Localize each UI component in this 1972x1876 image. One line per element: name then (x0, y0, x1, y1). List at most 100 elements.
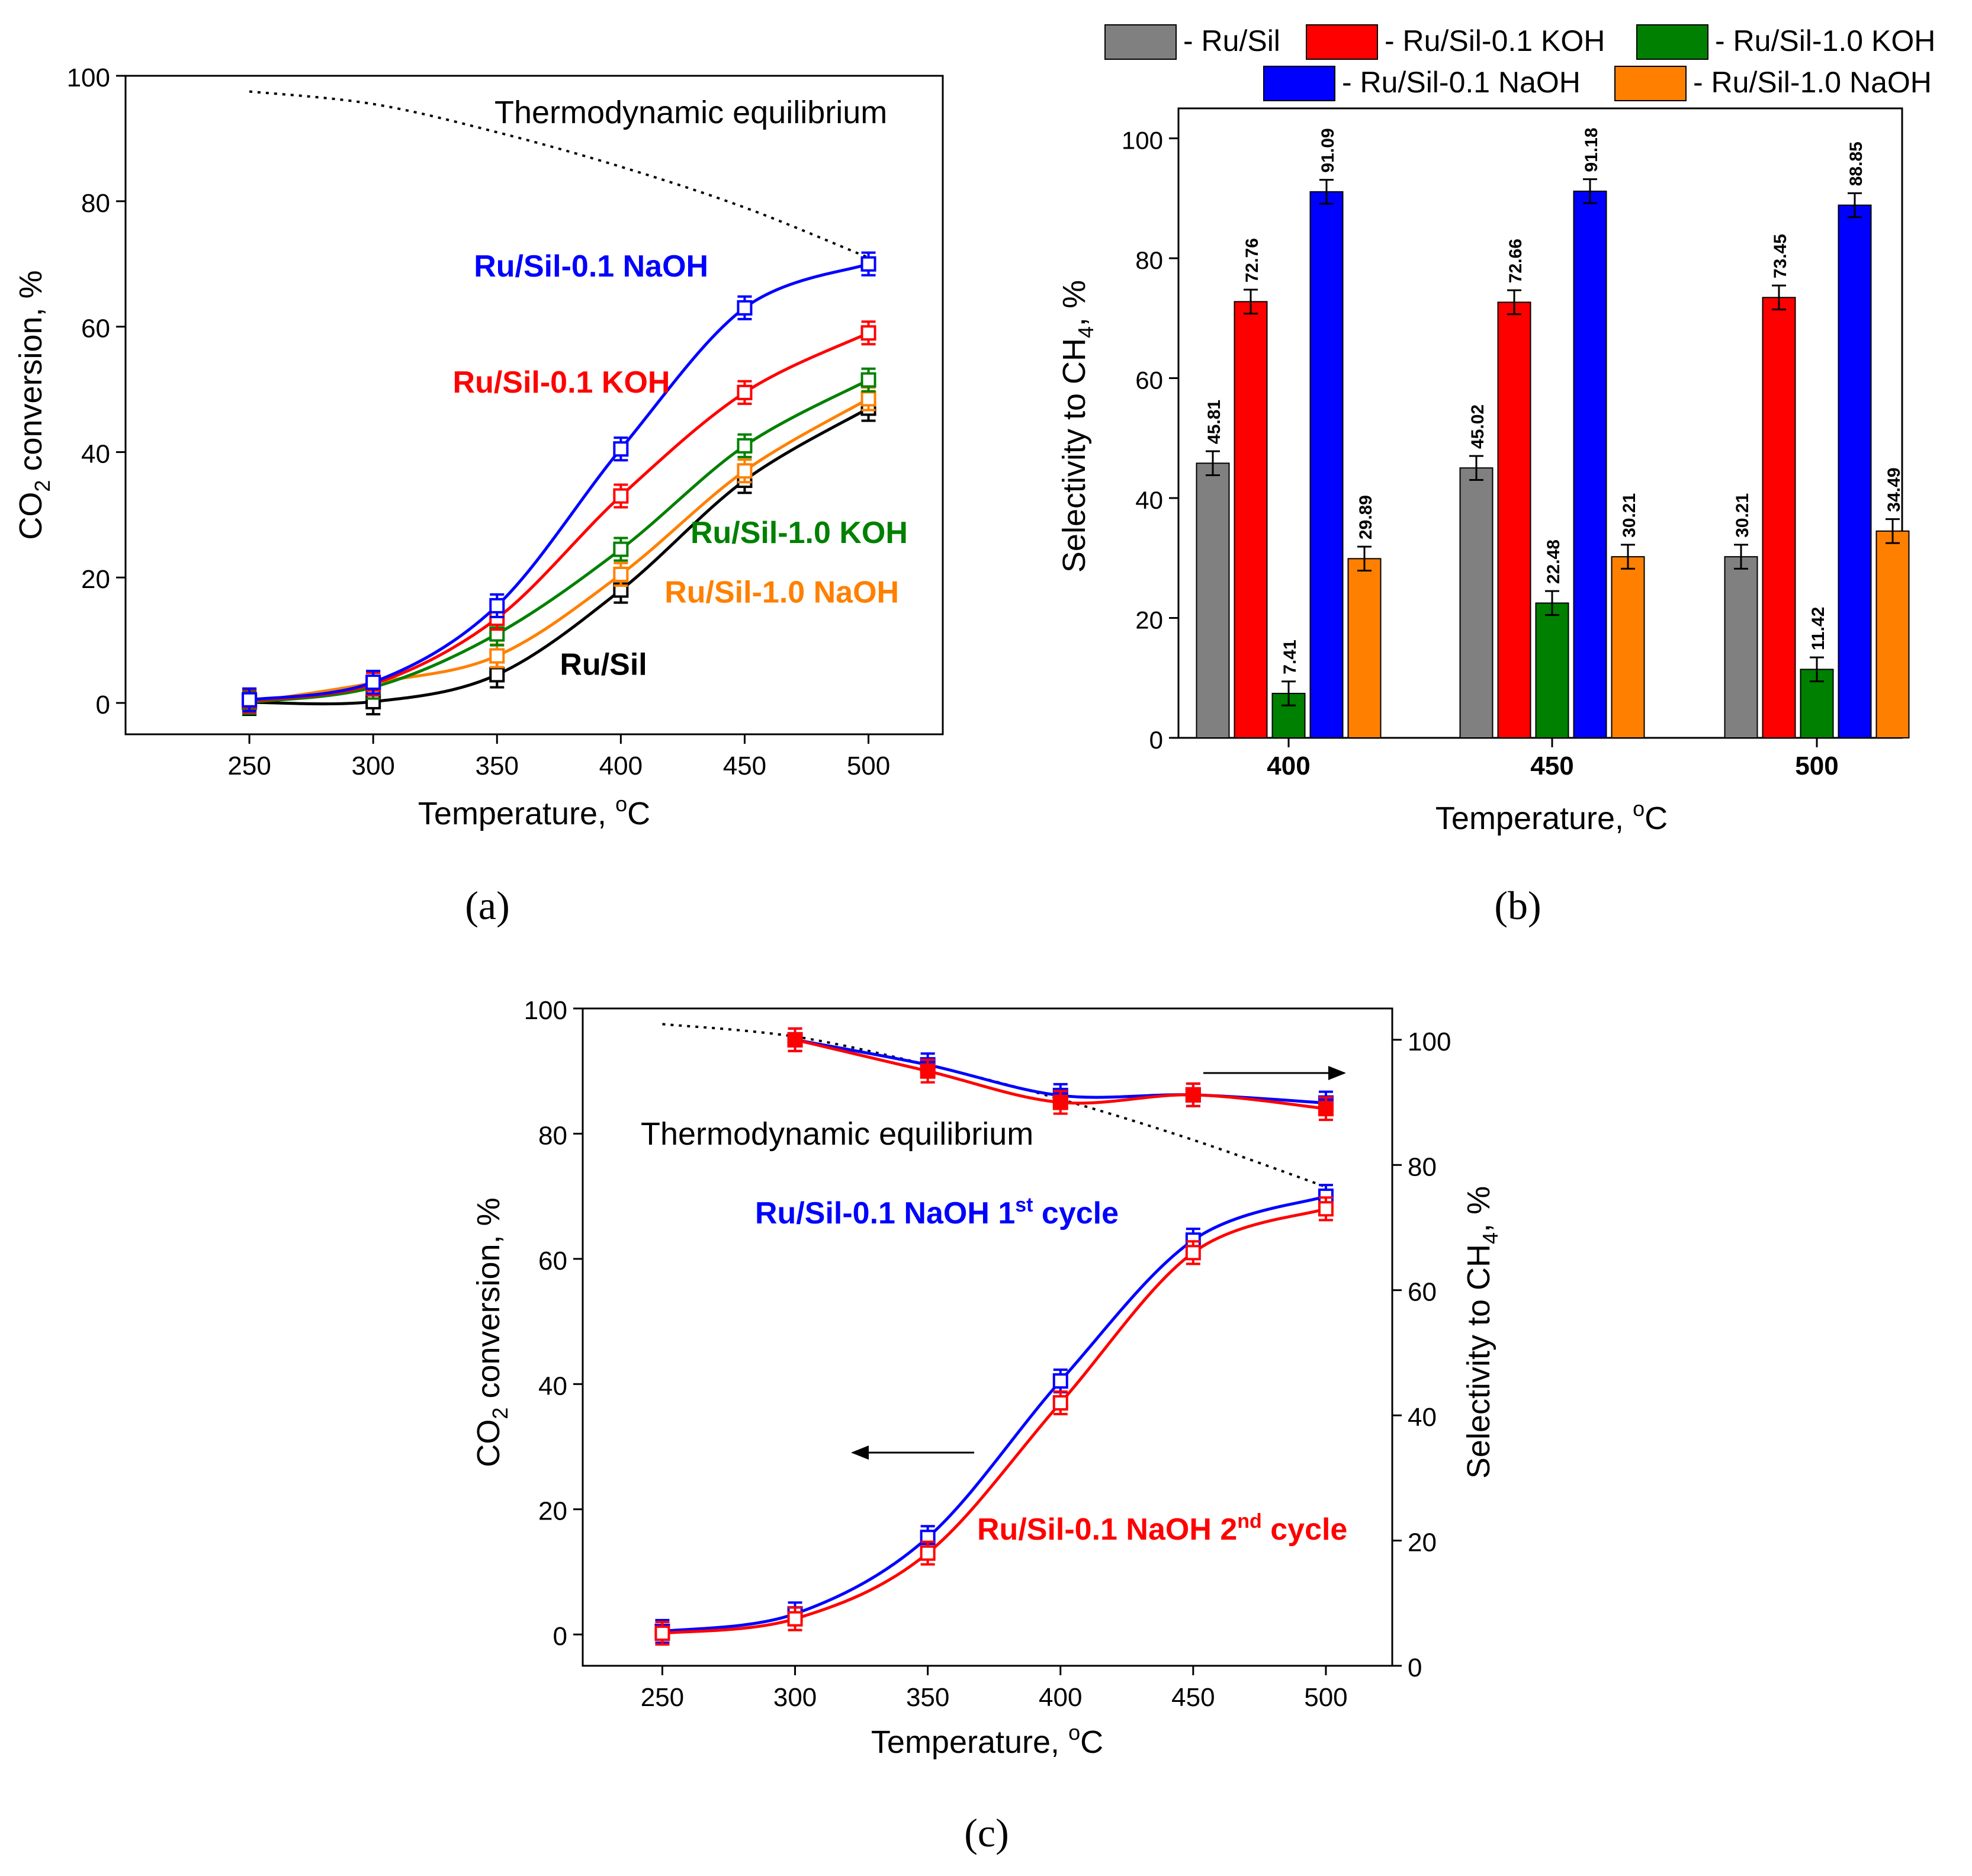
y-tick-label: 100 (524, 996, 567, 1025)
panel-c-conversion-1-point (1318, 1201, 1334, 1217)
panel-c-selectivity-1-point (787, 1032, 803, 1048)
bar-value-label: 72.66 (1506, 239, 1525, 283)
x-tick-label: 400 (599, 751, 643, 780)
panel-a-series-4-line (249, 262, 869, 702)
panel-a-series-2-point (737, 438, 753, 454)
bar-ru-sil-0-1-koh (1497, 301, 1531, 738)
panel-b-legend: - Ru/Sil - Ru/Sil-0.1 KOH - Ru/Sil-1.0 KOH… (1104, 24, 1935, 101)
bar-value-label: 72.76 (1242, 238, 1262, 282)
panel-a-equilibrium-label: Thermodynamic equilibrium (494, 95, 887, 130)
bar-ru-sil-0-1-koh (1234, 301, 1268, 739)
y-tick-label: 80 (538, 1121, 567, 1150)
y-tick-label: 20 (538, 1497, 567, 1526)
panel-a-series-label: Ru/Sil (560, 647, 647, 682)
panel-a-series-label: Ru/Sil-1.0 KOH (690, 516, 908, 550)
panel-c-y-axis-left: 0 20 40 60 80 100 (524, 996, 583, 1651)
bar-ru-sil-1-0-naoh (1875, 530, 1910, 739)
panel-c-selectivity-1-point (1318, 1101, 1334, 1117)
panel-a-series-3-point (613, 488, 629, 504)
panel-c-selectivity-1-point (1052, 1094, 1068, 1110)
panel-b-bars: 45.81 45.02 30.21 72.76 72.66 73.45 7.41 22.48 1… (1196, 128, 1910, 739)
y-tick-label: 0 (553, 1622, 567, 1651)
panel-c-conversion-1-point (1052, 1395, 1068, 1411)
y-tick-label: 100 (1408, 1027, 1451, 1056)
panel-a-series-1-line (249, 397, 869, 704)
panel-a-label: (a) (465, 883, 509, 928)
panel-a-x-axis-title: Temperature, oC (418, 792, 650, 831)
panel-c-conversion-1-point (787, 1611, 803, 1627)
panel-a-series-4-point (489, 598, 505, 613)
bar-value-label: 22.48 (1544, 539, 1563, 584)
x-tick-label: 350 (476, 751, 519, 780)
y-tick-label: 80 (81, 189, 110, 218)
panel-c-plot-frame (582, 1007, 1393, 1667)
x-tick-label: 500 (1795, 751, 1838, 780)
panel-a-series-label: Ru/Sil-0.1 NaOH (474, 249, 708, 284)
panel-a-series-4-point (242, 692, 258, 708)
x-tick-label: 450 (1171, 1683, 1215, 1712)
panel-a-series-1-point (860, 391, 876, 407)
panel-a-series (242, 251, 876, 717)
bar-ru-sil-0-1-naoh (1309, 191, 1344, 738)
panel-c-y-axis-title: CO2 conversion, % (471, 1197, 512, 1467)
bar-ru-sil-1-0-naoh (1611, 556, 1645, 738)
panel-c-conversion-1-point (920, 1545, 936, 1561)
y-tick-label: 0 (96, 690, 110, 719)
panel-c-conversion-0-point (1052, 1373, 1068, 1389)
y-tick-label: 80 (1408, 1152, 1437, 1181)
panel-c-cycle-chart: 0 20 40 60 80 100 0 20 40 60 80 100 250 300 350 400 45… (471, 996, 1502, 1855)
y-tick-label: 100 (1122, 127, 1163, 155)
bar-value-label: 34.49 (1884, 468, 1904, 512)
y-tick-label: 40 (1135, 486, 1163, 514)
x-tick-label: 250 (227, 751, 271, 780)
bar-value-label: 11.42 (1809, 607, 1828, 650)
y-tick-label: 40 (81, 439, 110, 468)
bar-value-label: 7.41 (1280, 640, 1300, 674)
x-tick-label: 450 (723, 751, 766, 780)
bar-ru-sil-0-1-naoh (1573, 190, 1607, 738)
panel-c-y2-axis-title: Selectivity to CH4, % (1461, 1186, 1502, 1479)
bar-ru-sil (1196, 462, 1230, 738)
panel-a-series-0-point (489, 667, 505, 683)
panel-b-label: (b) (1494, 883, 1541, 928)
y-tick-label: 20 (1135, 606, 1163, 634)
panel-b-x-axis: 400 450 500 (1267, 738, 1839, 780)
legend-swatch (1263, 66, 1335, 101)
panel-c-series (654, 1027, 1334, 1646)
panel-a-y-axis-title: CO2 conversion, % (13, 270, 54, 539)
panel-a-series-4-point (365, 674, 381, 690)
y-tick-label: 60 (81, 314, 110, 343)
panel-a-annotations: Ru/Sil-0.1 NaOH Ru/Sil-0.1 KOH Ru/Sil-1.0 … (453, 249, 908, 682)
panel-b-x-axis-title: Temperature, oC (1435, 796, 1668, 836)
panel-c-conversion-1-point (654, 1626, 670, 1641)
legend-label: - Ru/Sil (1183, 24, 1280, 57)
bar-value-label: 88.85 (1846, 142, 1866, 186)
x-tick-label: 400 (1267, 751, 1310, 780)
bar-ru-sil (1724, 556, 1758, 738)
x-tick-label: 500 (1304, 1683, 1347, 1712)
panel-a-series-1-point (613, 566, 629, 582)
panel-a-x-axis: 250 300 350 400 450 500 (227, 734, 890, 780)
panel-a-series-3-point (737, 384, 753, 400)
panel-a-series-0-line (249, 407, 869, 706)
legend-swatch (1306, 24, 1378, 60)
panel-c-x-axis: 250 300 350 400 450 500 (641, 1666, 1348, 1712)
bar-ru-sil-1-0-naoh (1347, 558, 1382, 739)
panel-c-y-axis-right: 0 20 40 60 80 100 (1392, 1027, 1451, 1682)
y-tick-label: 80 (1135, 246, 1163, 274)
panel-a-series-2-point (613, 541, 629, 557)
panel-a-series-4-point (613, 441, 629, 457)
legend-label: - Ru/Sil-0.1 NaOH (1342, 66, 1581, 99)
legend-swatch (1636, 24, 1708, 60)
panel-c-equilibrium-curve (662, 1023, 1327, 1188)
y-tick-label: 0 (1149, 726, 1163, 754)
panel-a-series-2-line (249, 378, 869, 704)
panel-a-y-axis: 0 20 40 60 80 100 (67, 63, 126, 719)
legend-label: - Ru/Sil-1.0 NaOH (1693, 66, 1932, 99)
panel-b-y-axis: 0 20 40 60 80 100 (1122, 127, 1178, 754)
panel-a-series-1-point (737, 463, 753, 479)
panel-c-label: (c) (964, 1810, 1009, 1855)
panel-b-y-axis-title: Selectivity to CH4, % (1056, 280, 1098, 573)
y-tick-label: 40 (538, 1371, 567, 1400)
x-tick-label: 350 (906, 1683, 949, 1712)
